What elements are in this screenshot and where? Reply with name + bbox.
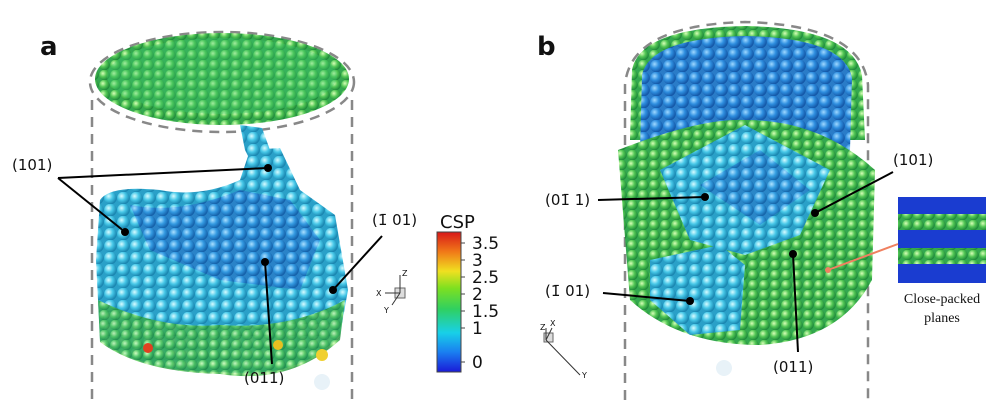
inset-caption: Close-packed [904, 292, 980, 307]
panel-label: a [40, 32, 58, 62]
leader-dot [789, 250, 797, 258]
plane-label: (1̄ 01) [372, 211, 417, 229]
leader-line [57, 177, 126, 233]
plane-label: (01̄ 1) [545, 191, 590, 209]
panel-label: b [537, 32, 556, 62]
inset-row [898, 248, 986, 264]
leader-line [332, 235, 383, 291]
colorbar-title: CSP [440, 212, 475, 233]
colorbar-tick-label: 3.5 [472, 234, 499, 254]
facet [700, 150, 810, 225]
axis-triad: Z X Y [376, 269, 408, 315]
dashed-outline [88, 30, 356, 134]
axis-label: Z [402, 269, 408, 278]
top-disk [95, 33, 349, 125]
leader-line [264, 261, 273, 365]
atom [716, 360, 732, 376]
leader-line [57, 167, 269, 179]
leader-dot [329, 286, 337, 294]
triad-axis [545, 327, 553, 341]
axis-label: Z [540, 323, 546, 332]
leader-line [814, 171, 894, 214]
panel-a-structure [88, 30, 356, 400]
atom [316, 349, 328, 361]
axis-label: X [376, 289, 382, 298]
colorbar: CSP [436, 212, 475, 373]
leader-dot [264, 164, 272, 172]
atom [273, 340, 283, 350]
colorbar-tick-label: 1 [472, 319, 483, 339]
lower-blob [98, 300, 345, 377]
triad-axis [545, 339, 581, 376]
leader-line [597, 196, 706, 201]
colorbar-tick-label: 2.5 [472, 268, 499, 288]
plane-label: (011) [773, 358, 813, 376]
colorbar-gradient [436, 231, 462, 373]
leader-line [602, 292, 691, 302]
colorbar-tick-label: 0 [472, 353, 483, 373]
cap [640, 36, 852, 150]
atom [143, 343, 153, 353]
panel-b-structure [618, 20, 875, 400]
facet [650, 245, 745, 335]
plane-label: (101) [12, 156, 52, 174]
leader-line [792, 253, 799, 353]
axis-label: X [550, 319, 556, 328]
leader-dot [701, 193, 709, 201]
atom [314, 374, 330, 390]
leader-dot [811, 209, 819, 217]
colorbar-tick-label: 3 [472, 251, 483, 271]
plane-label: (011) [244, 369, 284, 387]
lower-blob [130, 190, 320, 290]
axis-label: Y [383, 306, 389, 315]
leader-dot [825, 267, 831, 273]
inset-caption: planes [924, 311, 960, 326]
colorbar-tick-label: 2 [472, 285, 483, 305]
inset-planes [898, 197, 986, 283]
plane-label: (101) [893, 151, 933, 169]
dashed-outline [623, 20, 870, 400]
leader-line [827, 243, 899, 271]
leader-dot [121, 228, 129, 236]
inset [898, 197, 986, 283]
axis-triad: Z X Y [540, 319, 587, 380]
plane-label: (1̄ 01) [545, 282, 590, 300]
inset-row [898, 214, 986, 230]
leader-dot [261, 258, 269, 266]
top-disk [107, 38, 337, 114]
leader-dot [686, 297, 694, 305]
axis-label: Y [581, 371, 587, 380]
colorbar-tick-label: 1.5 [472, 302, 499, 322]
triad-axis [391, 292, 401, 306]
